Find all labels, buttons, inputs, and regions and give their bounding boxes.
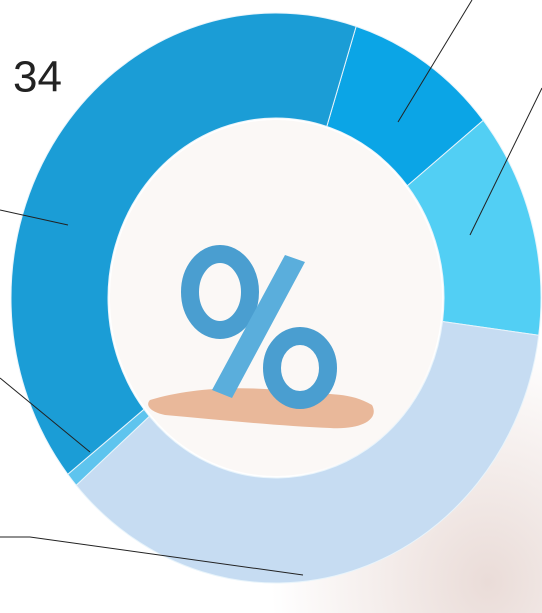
annotation: 34 [13,53,62,102]
center-image [110,120,442,476]
chart: 34 [0,0,542,613]
page: 34 (() => { const data = JSON.parse(docu… [0,0,542,613]
